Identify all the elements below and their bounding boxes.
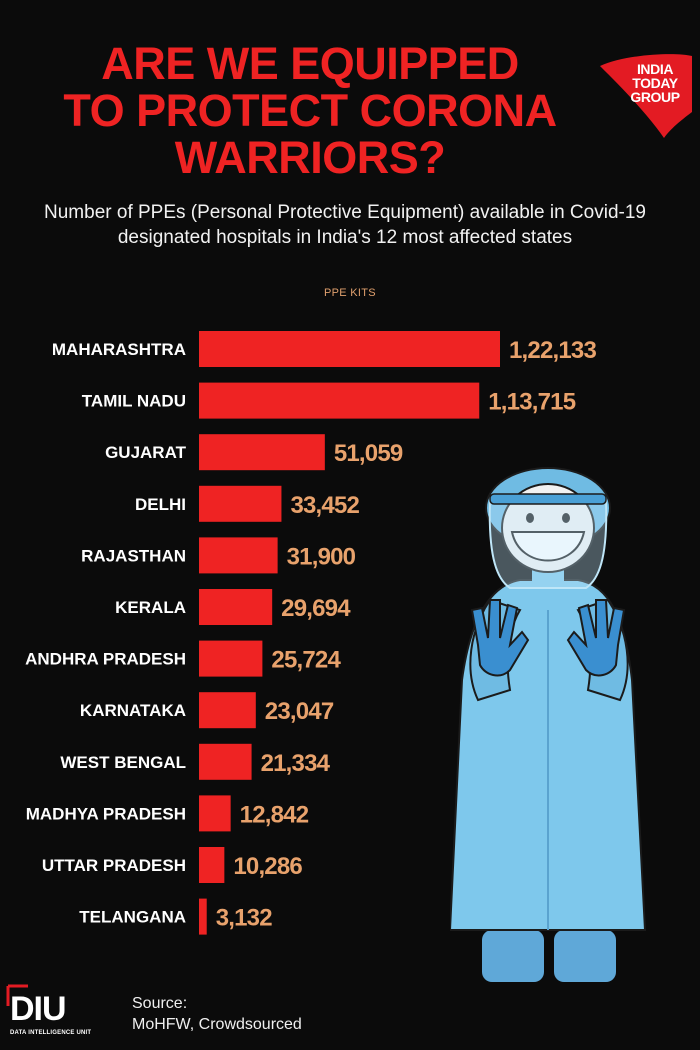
health-worker-illustration (450, 467, 647, 982)
title-line-1: ARE WE EQUIPPED (101, 38, 519, 89)
india-today-group-logo: INDIA TODAY GROUP (596, 52, 694, 140)
value-label: 12,842 (240, 801, 309, 828)
left-boot (482, 930, 544, 982)
diu-logo-subtext: DATA INTELLIGENCE UNIT (10, 1030, 92, 1036)
bar (199, 640, 263, 677)
bar (199, 331, 500, 367)
value-label: 21,334 (261, 750, 331, 777)
bar (199, 795, 231, 832)
category-label: GUJARAT (105, 443, 187, 462)
right-boot (554, 930, 616, 982)
category-label: TAMIL NADU (82, 392, 186, 411)
face-mask (510, 531, 586, 562)
logo-line-3: GROUP (630, 89, 680, 105)
left-glove (470, 599, 530, 677)
face-shield (488, 499, 608, 589)
bar-chart: MAHARASHTRA 1,22,133 TAMIL NADU 1,13,715 GUJ… (25, 331, 597, 935)
value-label: 33,452 (290, 492, 359, 519)
category-label: UTTAR PRADESH (42, 856, 186, 875)
bar (199, 537, 278, 574)
unit-label: PPE KITS (324, 287, 376, 299)
bar (199, 898, 207, 935)
logo-line-2: TODAY (632, 75, 678, 91)
bar (199, 692, 256, 729)
bar (199, 743, 252, 780)
bar (199, 485, 282, 522)
value-label: 1,13,715 (488, 389, 575, 416)
category-label: MAHARASHTRA (52, 340, 186, 359)
category-label: WEST BENGAL (60, 753, 186, 772)
source-label: Source: (132, 995, 188, 1012)
right-glove (566, 599, 626, 677)
logo-shape (600, 54, 692, 138)
category-label: TELANGANA (79, 908, 186, 927)
value-label: 29,694 (281, 595, 351, 622)
chart-title: ARE WE EQUIPPED TO PROTECT CORONA WARRIO… (40, 40, 580, 181)
value-label: 10,286 (233, 853, 302, 880)
diu-logo (6, 984, 118, 1038)
source-text: MoHFW, Crowdsourced (132, 1016, 302, 1033)
bar (199, 589, 273, 625)
chart-subtitle: Number of PPEs (Personal Protective Equi… (44, 202, 646, 248)
value-label: 51,059 (334, 440, 403, 467)
value-label: 1,22,133 (509, 337, 596, 364)
value-label: 31,900 (287, 543, 356, 570)
title-line-2: TO PROTECT CORONA (63, 85, 557, 136)
bar (199, 434, 325, 471)
category-label: MADHYA PRADESH (26, 804, 186, 823)
source-note: Source: MoHFW, Crowdsourced (132, 993, 302, 1035)
value-label: 25,724 (271, 647, 341, 674)
logo-line-1: INDIA (636, 61, 674, 77)
bar (199, 847, 225, 883)
category-label: ANDHRA PRADESH (25, 650, 186, 669)
title-line-3: WARRIORS? (174, 132, 446, 183)
diu-logo-text: DIU (10, 990, 67, 1028)
bar (199, 382, 480, 419)
category-label: KARNATAKA (80, 701, 186, 720)
category-label: KERALA (115, 598, 186, 617)
value-label: 3,132 (216, 905, 273, 932)
category-label: DELHI (135, 495, 186, 514)
logo-text: INDIA TODAY GROUP (618, 62, 692, 104)
category-label: RAJASTHAN (81, 546, 186, 565)
value-label: 23,047 (265, 698, 334, 725)
